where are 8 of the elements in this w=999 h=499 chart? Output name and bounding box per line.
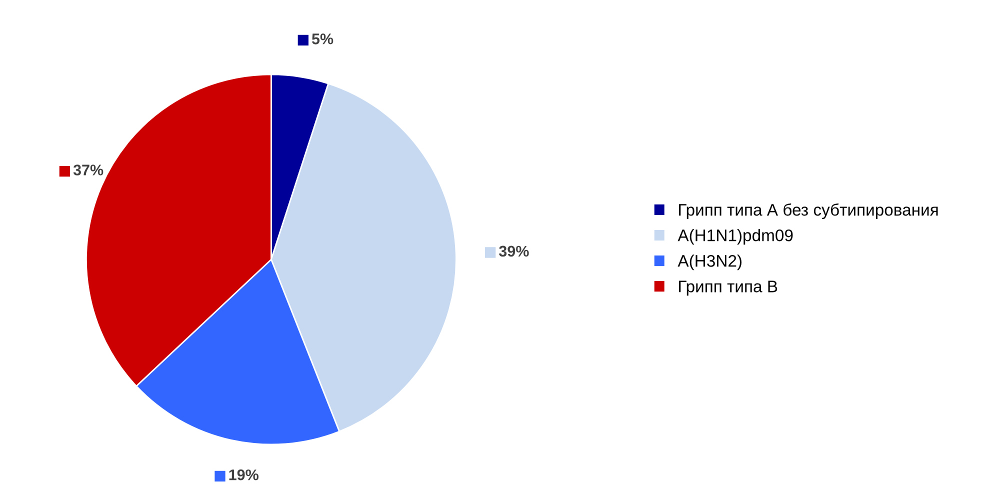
data-label: 39% (499, 246, 529, 257)
data-label: 37% (73, 164, 104, 176)
data-label: 5% (312, 34, 334, 44)
legend-label: A(H3N2) (678, 254, 742, 270)
legend-label: Грипп типа А без субтипирования (679, 203, 938, 220)
data-label: 19% (229, 469, 259, 480)
legend-label: Грипп типа В (679, 280, 778, 296)
legend-label: A(H1N1)pdm09 (678, 229, 793, 245)
